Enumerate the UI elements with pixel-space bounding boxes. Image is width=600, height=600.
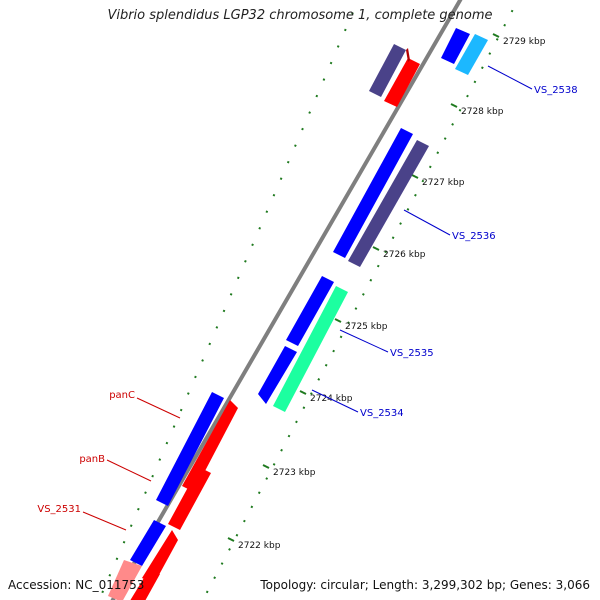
gene-feature (156, 392, 224, 506)
gene-feature (168, 467, 211, 530)
tick-track-outer (99, 0, 360, 599)
tick-mark (334, 318, 342, 323)
gene-feature (286, 276, 334, 346)
gene-feature (455, 34, 488, 75)
gene-feature (130, 568, 160, 600)
gene-feature (273, 286, 348, 412)
gene-label: VS_2534 (360, 408, 404, 419)
leader-line (403, 209, 451, 236)
gene-labels: VS_2538 VS_2536 VS_2535 VS_2534 panC panB VS_2… (37, 85, 577, 515)
gene-label-leaders (82, 65, 533, 531)
gene-label: panC (109, 390, 135, 401)
tick-mark (299, 390, 307, 395)
tick-label: 2723 kbp (273, 468, 316, 478)
leader-line (106, 459, 152, 482)
tick-mark (492, 33, 500, 38)
tick-mark (372, 246, 380, 251)
leader-line (339, 329, 389, 353)
gene-label: panB (79, 454, 105, 465)
gene-feature (441, 28, 470, 64)
genome-summary: Topology: circular; Length: 3,299,302 bp… (260, 578, 590, 592)
gene-feature (333, 128, 413, 258)
gene-feature (406, 48, 410, 62)
tick-mark (227, 537, 235, 542)
tick-label: 2726 kbp (383, 250, 426, 260)
leader-line (136, 397, 181, 419)
tick-mark (262, 464, 270, 469)
tick-track-inner (203, 0, 520, 599)
gene-label: VS_2531 (37, 504, 81, 515)
backbone-line (110, 0, 463, 600)
accession-text: Accession: NC_011753 (8, 578, 145, 592)
leader-line (82, 511, 127, 531)
gene-features (108, 28, 488, 600)
gene-label: VS_2535 (390, 348, 434, 359)
tick-label: 2722 kbp (238, 541, 281, 551)
tick-label: 2725 kbp (345, 322, 388, 332)
leader-line (487, 65, 533, 90)
gene-feature (369, 44, 406, 97)
gene-label: VS_2538 (534, 85, 578, 96)
tick-label: 2728 kbp (461, 107, 504, 117)
gene-feature (130, 520, 166, 566)
tick-mark (450, 103, 458, 108)
gene-label: VS_2536 (452, 231, 496, 242)
tick-mark (411, 174, 419, 179)
gene-feature (348, 140, 429, 267)
tick-label: 2727 kbp (422, 178, 465, 188)
genome-title: Vibrio splendidus LGP32 chromosome 1, co… (107, 8, 493, 23)
gene-feature (258, 346, 297, 404)
tick-label: 2729 kbp (503, 37, 546, 47)
gene-feature (384, 58, 420, 107)
gene-feature (182, 400, 238, 492)
gene-feature (108, 560, 142, 600)
leader-line (311, 389, 359, 413)
